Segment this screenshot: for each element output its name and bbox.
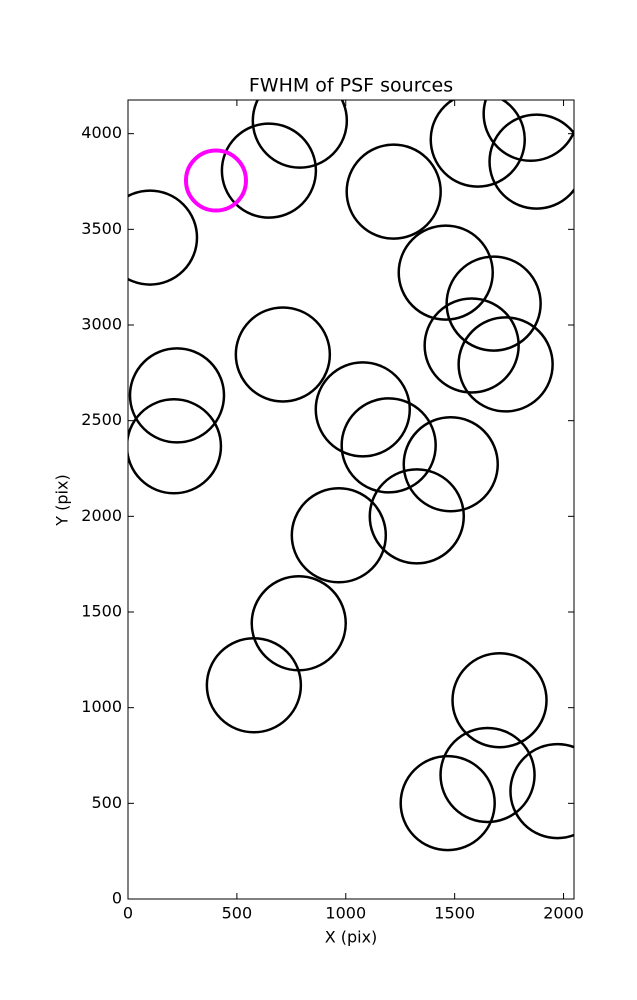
plot-frame	[127, 99, 575, 900]
y-tick-label: 2000	[81, 506, 122, 525]
y-tick-label: 0	[112, 889, 122, 908]
psf-source	[399, 754, 496, 852]
y-tick-label: 500	[91, 793, 122, 812]
psf-source	[251, 100, 349, 169]
x-tick-label: 1000	[325, 904, 366, 923]
x-tick-label: 500	[222, 904, 253, 923]
y-tick-label: 3500	[81, 219, 122, 238]
psf-source	[205, 637, 303, 734]
psf-source	[128, 347, 226, 444]
psf-source	[439, 726, 536, 824]
psf-source	[340, 397, 437, 494]
y-tick-label: 1000	[81, 697, 122, 716]
psf-source	[220, 122, 318, 219]
plot-area	[128, 100, 574, 852]
y-tick-label: 4000	[81, 123, 122, 142]
y-tick-label: 3000	[81, 315, 122, 334]
psf-source	[488, 113, 574, 210]
psf-source	[451, 651, 548, 749]
x-axis-label: X (pix)	[325, 928, 378, 947]
y-axis-label: Y (pix)	[53, 474, 72, 526]
psf-source	[402, 416, 499, 513]
psf-source	[368, 468, 466, 565]
psf-source	[234, 306, 332, 403]
psf-source	[345, 143, 442, 240]
psf-source	[250, 575, 347, 672]
psf-source	[429, 100, 526, 188]
psf-source	[128, 398, 223, 495]
psf-source	[482, 100, 574, 163]
psf-source	[509, 742, 574, 840]
psf-source	[457, 316, 554, 413]
y-tick-label: 2500	[81, 410, 122, 429]
psf-source	[183, 148, 248, 213]
x-tick-label: 1500	[434, 904, 475, 923]
psf-source	[314, 361, 412, 458]
psf-source	[423, 297, 520, 394]
psf-source	[397, 224, 494, 321]
psf-source	[445, 255, 542, 352]
psf-source	[128, 189, 199, 286]
y-tick-label: 1500	[81, 602, 122, 621]
x-tick-label: 0	[123, 904, 133, 923]
x-tick-label: 2000	[543, 904, 584, 923]
psf-source	[290, 487, 388, 584]
chart-title: FWHM of PSF sources	[249, 75, 453, 97]
